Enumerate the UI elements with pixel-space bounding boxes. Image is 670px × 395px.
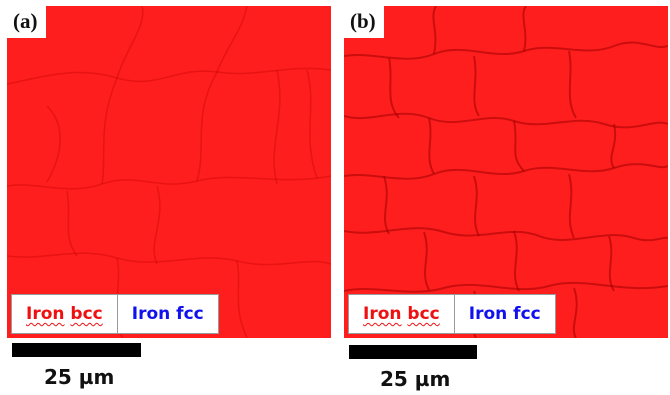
panel-label-b: (b) (344, 6, 384, 38)
legend-b: Iron bcc Iron fcc (348, 294, 556, 334)
legend-a: Iron bcc Iron fcc (11, 294, 219, 334)
legend-word: Iron (363, 304, 402, 324)
phase-map-panel-b: (b) Iron bcc Iron fcc (344, 6, 668, 338)
legend-word: Iron (468, 304, 508, 324)
legend-word: Iron (26, 304, 65, 324)
legend-item-iron-bcc: Iron bcc (12, 295, 117, 333)
legend-word: Iron (131, 304, 171, 324)
legend-item-iron-fcc: Iron fcc (116, 295, 218, 333)
grain-boundaries-b (344, 6, 668, 338)
scale-bar-label-a: 25 µm (44, 365, 115, 389)
legend-item-iron-bcc: Iron bcc (349, 295, 454, 333)
legend-word: fcc (176, 304, 204, 324)
scale-bar-a (12, 343, 141, 357)
scale-bar-label-b: 25 µm (380, 367, 451, 391)
legend-item-iron-fcc: Iron fcc (453, 295, 555, 333)
legend-word: bcc (407, 304, 440, 324)
legend-word: bcc (70, 304, 103, 324)
panel-label-a: (a) (7, 6, 46, 38)
grain-boundaries-a (7, 6, 331, 338)
scale-bar-b (349, 345, 477, 359)
legend-word: fcc (513, 304, 541, 324)
phase-map-panel-a: (a) Iron bcc Iron fcc (7, 6, 331, 338)
